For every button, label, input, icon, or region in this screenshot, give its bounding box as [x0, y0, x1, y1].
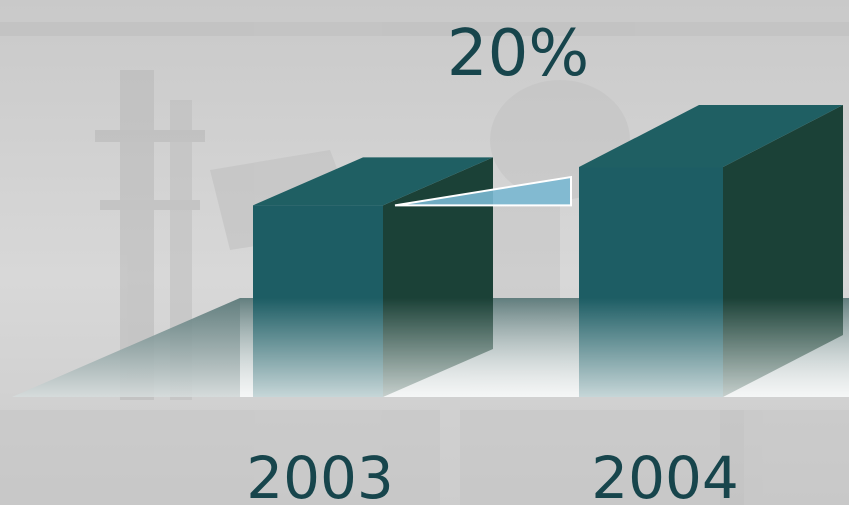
bar-top-face [579, 105, 843, 168]
reflection-fade [240, 298, 849, 397]
category-label-2003: 2003 [246, 444, 394, 505]
category-label-2004: 2004 [591, 444, 739, 505]
bar-top-face [253, 157, 493, 206]
growth-annotation: 20% [447, 17, 589, 91]
growth-wedge [394, 175, 572, 207]
